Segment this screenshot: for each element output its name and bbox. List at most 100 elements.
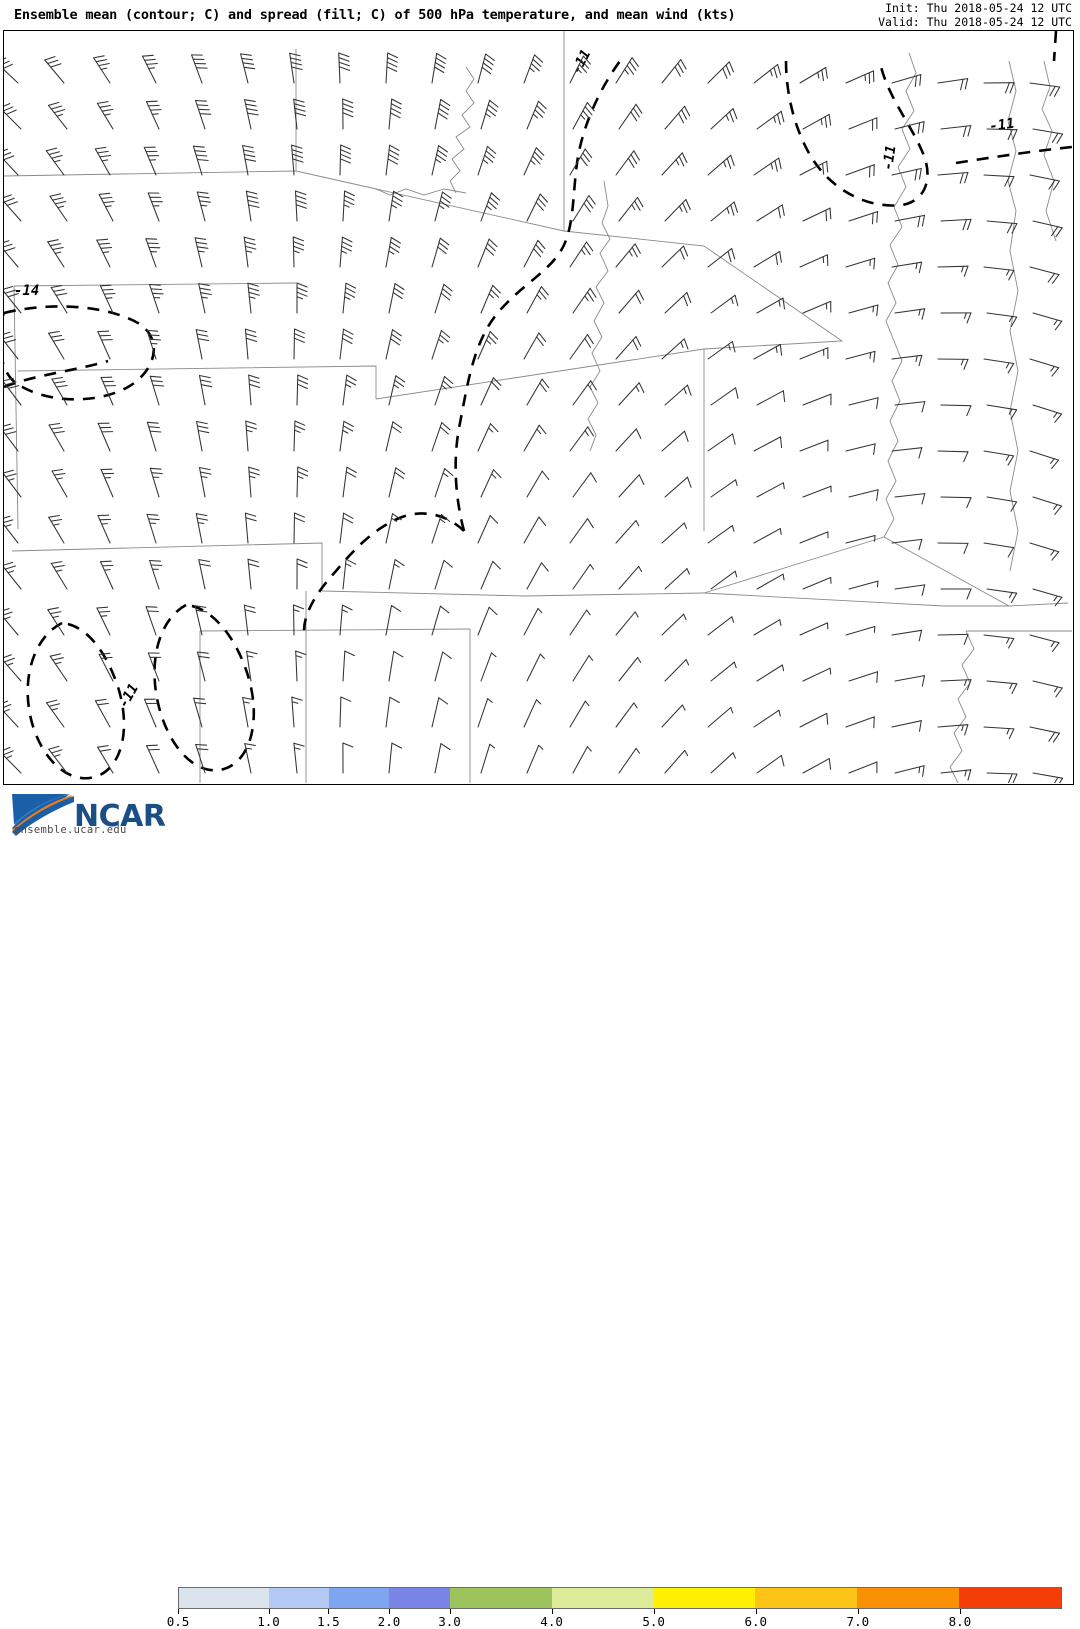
wind-barb-full [441,331,449,338]
wind-barb-full [731,205,734,215]
wind-barb-half [734,662,736,668]
wind-barb-full [630,62,636,71]
wind-barb-full [295,513,305,517]
wind-barb-staff [478,607,489,635]
wind-barb-half [249,476,255,478]
colorbar-tick-label: 7.0 [847,1614,870,1629]
wind-barb-full [490,332,498,340]
wind-barb-full [149,749,160,750]
wind-barb-full [343,426,352,431]
wind-barb-half [57,114,63,116]
wind-barb-full [198,431,209,433]
wind-barb-full [1011,410,1017,419]
wind-barb-full [197,192,208,193]
wind-barb-full [437,155,446,161]
wind-barb-full [150,339,161,340]
wind-barb-staff [892,630,922,635]
contour-label--11-c: -11 [880,144,899,171]
wind-barb-full [5,566,15,569]
wind-barb-half [732,617,734,623]
wind-barb-staff [616,429,636,451]
contour-label--14: -14 [14,283,39,299]
wind-barb-full [4,244,12,247]
wind-barb-full [4,655,11,659]
wind-barb-full [4,241,9,244]
wind-barb-full [298,384,308,388]
wind-barb-full [292,67,302,70]
wind-barb-half [394,564,399,567]
wind-barb-half [590,564,593,569]
wind-barb-half [392,205,397,208]
wind-barb-full [483,63,492,69]
wind-barb-full [965,79,968,89]
wind-barb-full [731,155,735,165]
wind-barb-full [4,612,12,615]
wind-barb-staff [665,569,687,589]
wind-barb-full [149,427,160,428]
wind-barb-full [339,62,349,66]
wind-barb-staff [895,494,925,497]
wind-barb-half [198,251,204,252]
wind-barb-half [681,342,683,347]
wind-barb-full [776,254,778,265]
wind-barb-half [201,477,207,478]
wind-barb-full [438,113,447,119]
wind-barb-full [244,67,255,68]
wind-barb-full [146,239,157,240]
wind-barb-full [4,609,9,612]
wind-barb-half [1054,505,1058,510]
wind-barb-staff [941,497,971,498]
wind-barb-full [249,384,259,387]
wind-barb-half [57,478,63,479]
wind-barb-full [343,334,352,339]
wind-barb-staff [892,448,922,451]
wind-barb-half [684,388,686,393]
wind-barb-full [292,154,302,157]
wind-barb-full [245,242,255,245]
wind-barb-half [538,609,542,613]
wind-barb-half [783,483,784,489]
wind-barb-full [198,339,209,341]
wind-barb-full [295,113,305,116]
wind-barb-staff [4,108,21,129]
wind-barb-half [1006,363,1009,368]
wind-barb-full [534,249,541,257]
wind-barb-staff [984,543,1014,548]
wind-barb-staff [892,539,922,543]
wind-barb-full [443,652,452,658]
wind-barb-full [100,106,111,108]
wind-barb-full [392,334,401,340]
wind-barb-full [343,108,353,112]
wind-barb-full [490,516,498,524]
wind-barb-half [676,160,679,165]
wind-barb-full [877,672,878,683]
wind-barb-full [295,329,305,333]
wind-barb-staff [757,756,781,774]
wind-barb-staff [4,153,18,175]
wind-barb-full [1056,228,1062,237]
wind-barb-full [294,605,304,609]
wind-barb-half [55,252,61,253]
wind-barb-half [490,744,495,748]
wind-barb-full [51,562,62,564]
wind-barb-full [685,431,689,441]
wind-barb-full [1054,181,1060,190]
wind-barb-staff [849,762,877,773]
wind-barb-full [54,474,65,476]
wind-barb-staff [386,697,390,727]
wind-barb-full [145,59,156,60]
wind-barb-half [106,206,112,207]
wind-barb-full [631,112,637,121]
wind-barb-half [296,656,302,658]
wind-barb-full [774,67,777,77]
wind-barb-full [826,68,828,79]
page-title: Ensemble mean (contour; C) and spread (f… [14,7,735,23]
wind-barb-half [539,745,543,749]
wind-barb-full [244,605,254,608]
wind-barb-staff [708,708,731,728]
wind-barb-half [1007,270,1010,275]
wind-barb-half [779,710,780,716]
wind-barb-full [968,770,971,780]
wind-barb-full [541,287,548,295]
wind-barb-staff [570,519,588,543]
